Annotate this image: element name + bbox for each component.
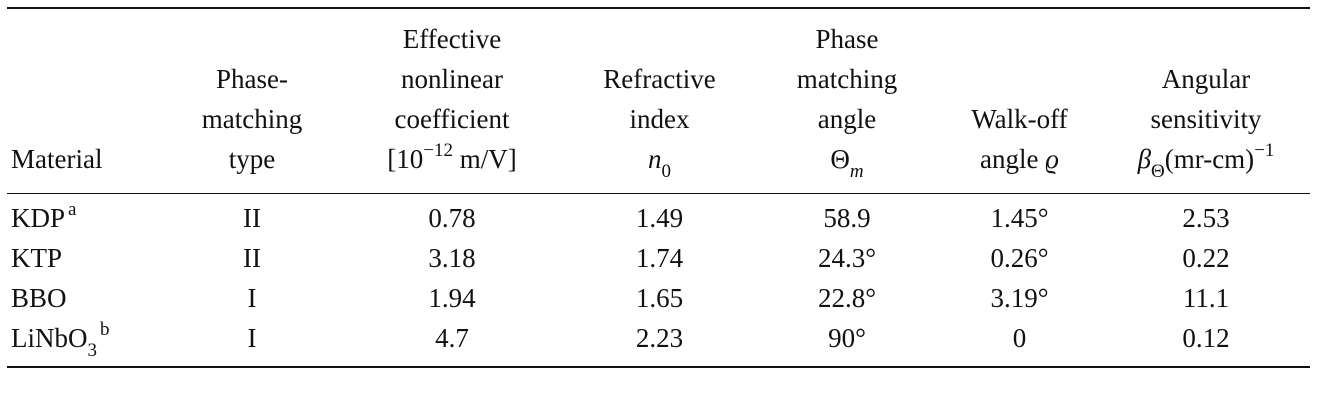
cell-type: II bbox=[243, 203, 261, 233]
cell-angle: 58.9 bbox=[823, 203, 871, 233]
table-row: LiNbO3b I 4.7 2.23 90° 0 0.12 bbox=[7, 318, 1310, 366]
header-beta-symbol: βΘ(mr-cm)−1 bbox=[1137, 140, 1275, 183]
cell-walk-off: 0 bbox=[1012, 323, 1027, 353]
cell-index: 2.23 bbox=[635, 323, 684, 353]
cell-material: LiNbO3b bbox=[11, 319, 110, 362]
cell-coefficient: 4.7 bbox=[435, 323, 469, 353]
cell-type: I bbox=[247, 323, 257, 353]
header-row: Material Phase- matching type Effective … bbox=[7, 9, 1310, 194]
cell-material: KDP a bbox=[11, 199, 77, 233]
top-rule bbox=[7, 7, 1310, 9]
header-material: Material bbox=[7, 9, 162, 194]
table-body: KDP a II 0.78 1.49 58.9 1.45° 2.53 KTP II 3.18 1.74… bbox=[7, 194, 1310, 367]
cell-index: 1.65 bbox=[635, 283, 684, 313]
table-row: BBO I 1.94 1.65 22.8° 3.19° 11.1 bbox=[7, 278, 1310, 318]
cell-type: II bbox=[243, 243, 261, 273]
cell-coefficient: 3.18 bbox=[428, 243, 476, 273]
cell-angle: 24.3° bbox=[817, 243, 877, 273]
cell-sensitivity: 2.53 bbox=[1182, 203, 1230, 233]
header-phase-matching-type: Phase- matching type bbox=[162, 9, 342, 194]
header-effective-coefficient: Effective nonlinear coefficient [10−12 m… bbox=[342, 9, 562, 194]
cell-index: 1.49 bbox=[635, 203, 684, 233]
table-row: KDP a II 0.78 1.49 58.9 1.45° 2.53 bbox=[7, 194, 1310, 239]
table-row: KTP II 3.18 1.74 24.3° 0.26° 0.22 bbox=[7, 238, 1310, 278]
footnote-marker: a bbox=[68, 199, 77, 220]
bottom-rule bbox=[7, 366, 1310, 368]
header-n0-symbol: n0 bbox=[648, 144, 671, 183]
header-angular-sensitivity: Angular sensitivity βΘ(mr-cm)−1 bbox=[1102, 9, 1310, 194]
data-table: Material Phase- matching type Effective … bbox=[7, 9, 1310, 366]
cell-walk-off: 3.19° bbox=[990, 283, 1049, 313]
cell-material: KTP bbox=[11, 243, 63, 273]
header-coefficient-unit: [10−12 m/V] bbox=[387, 140, 517, 174]
cell-coefficient: 0.78 bbox=[428, 203, 476, 233]
cell-index: 1.74 bbox=[635, 243, 684, 273]
cell-sensitivity: 0.22 bbox=[1182, 243, 1230, 273]
footnote-marker: b bbox=[100, 319, 110, 340]
cell-angle: 22.8° bbox=[817, 283, 877, 313]
header-refractive-index: Refractive index n0 bbox=[562, 9, 757, 194]
header-phase-matching-angle: Phase matching angle Θm bbox=[757, 9, 937, 194]
cell-walk-off: 1.45° bbox=[990, 203, 1049, 233]
crystal-properties-table: Material Phase- matching type Effective … bbox=[7, 7, 1310, 368]
cell-sensitivity: 0.12 bbox=[1182, 323, 1230, 353]
cell-angle: 90° bbox=[828, 323, 866, 353]
header-theta-m-symbol: Θm bbox=[830, 144, 864, 183]
cell-coefficient: 1.94 bbox=[428, 283, 476, 313]
cell-sensitivity: 11.1 bbox=[1182, 283, 1230, 313]
header-rho-symbol: angle ϱ bbox=[980, 144, 1059, 174]
cell-material: BBO bbox=[11, 283, 67, 313]
cell-type: I bbox=[247, 283, 257, 313]
cell-walk-off: 0.26° bbox=[990, 243, 1049, 273]
header-walk-off-angle: Walk-off angle ϱ bbox=[937, 9, 1102, 194]
